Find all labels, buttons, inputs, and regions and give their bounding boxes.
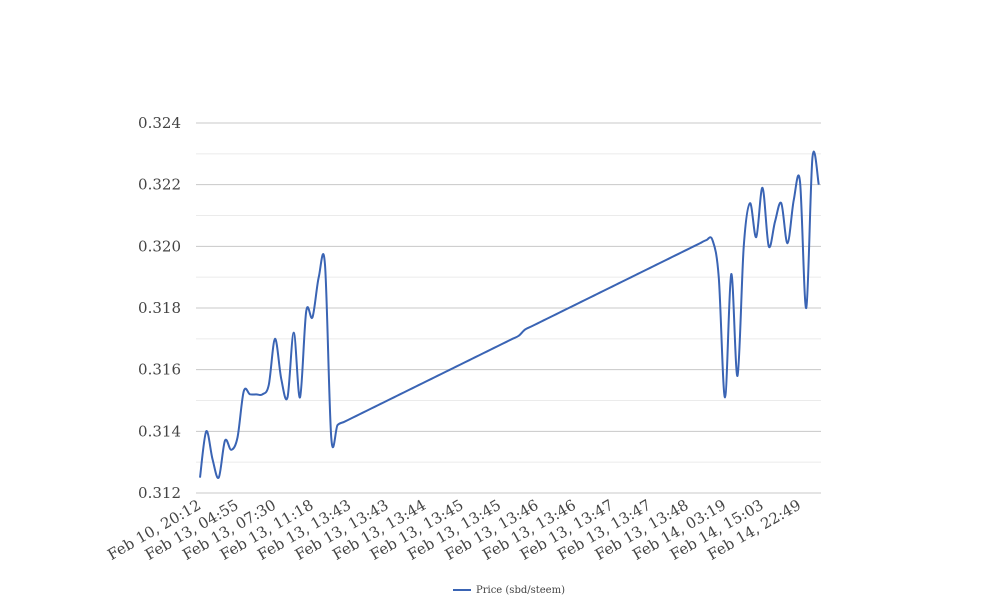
y-tick-label: 0.324	[138, 114, 181, 132]
series-line	[199, 150, 820, 479]
y-tick-label: 0.320	[138, 237, 181, 255]
y-tick-label: 0.322	[138, 176, 181, 194]
y-tick-label: 0.314	[138, 422, 181, 440]
y-tick-label: 0.318	[138, 299, 181, 317]
y-tick-label: 0.316	[138, 361, 181, 379]
legend-label: Price (sbd/steem)	[476, 585, 565, 596]
y-tick-label: 0.312	[138, 484, 181, 502]
